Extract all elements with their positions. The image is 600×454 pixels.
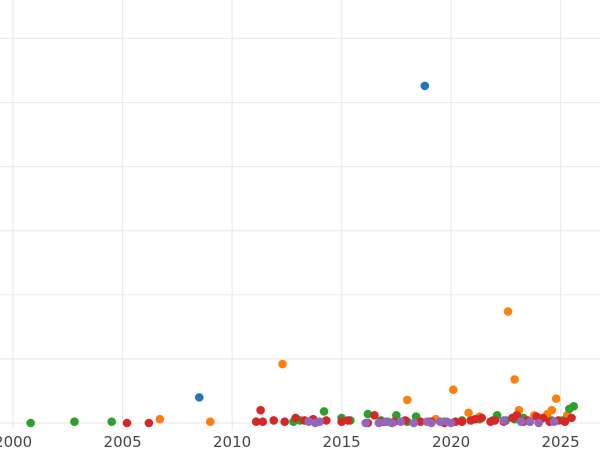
data-point-series-4 [122,418,132,428]
data-point-series-4 [416,417,425,427]
data-point-series-3 [70,417,79,427]
data-point-series-4 [144,418,154,428]
data-point-series-3 [319,407,329,416]
data-point-series-4 [470,414,480,424]
data-point-series-5 [516,417,526,427]
data-point-series-5 [427,418,436,428]
data-point-series-4 [269,416,279,425]
data-point-series-5 [381,417,390,427]
data-point-series-1 [420,81,430,91]
data-point-series-5 [387,418,397,428]
data-point-series-4 [370,411,379,420]
data-point-series-4 [321,416,331,425]
data-point-series-4 [343,416,353,425]
data-point-series-5 [374,418,384,428]
data-point-series-5 [446,418,456,428]
data-point-series-2 [464,408,473,418]
data-point-series-4 [490,416,500,425]
data-point-series-5 [525,417,535,427]
data-point-series-4 [457,417,467,427]
data-points [26,81,579,428]
data-point-series-5 [396,417,406,427]
x-tick-label: 2025 [541,433,579,450]
data-point-series-3 [363,409,373,419]
data-point-series-5 [435,417,445,427]
data-point-series-5 [534,418,543,428]
data-point-series-3 [107,417,116,427]
x-tick-label: 2000 [0,433,32,450]
data-point-series-4 [291,413,300,423]
data-point-series-2 [510,375,519,384]
data-point-series-5 [499,416,508,425]
x-tick-label: 2005 [104,433,142,450]
data-point-series-4 [560,417,570,427]
data-point-series-2 [155,414,165,424]
gridlines [0,0,600,430]
data-point-series-5 [315,417,325,427]
data-point-series-4 [258,417,268,427]
data-point-series-3 [569,402,579,411]
x-tick-label: 2010 [213,433,251,450]
data-point-series-2 [205,417,215,427]
data-point-series-2 [503,307,513,316]
x-tick-label: 2015 [323,433,361,450]
data-point-series-2 [402,395,412,405]
data-point-series-3 [26,418,35,428]
data-point-series-2 [448,385,458,394]
data-point-series-4 [477,413,487,423]
data-point-series-4 [337,417,346,427]
data-point-series-4 [251,417,261,427]
data-point-series-1 [194,393,204,402]
data-point-series-5 [549,417,559,427]
data-point-series-5 [304,417,314,427]
data-point-series-5 [409,418,419,428]
data-point-series-4 [256,405,265,415]
data-point-series-2 [278,359,287,369]
data-point-series-5 [361,418,370,428]
data-point-series-4 [567,413,576,423]
data-point-series-4 [512,411,522,420]
data-point-series-4 [280,417,289,427]
data-point-series-2 [551,394,561,403]
data-point-series-2 [547,405,557,415]
x-tick-label: 2020 [432,433,470,450]
x-tick-labels: 2000 2005 2010 2015 2020 2025 [0,433,580,451]
